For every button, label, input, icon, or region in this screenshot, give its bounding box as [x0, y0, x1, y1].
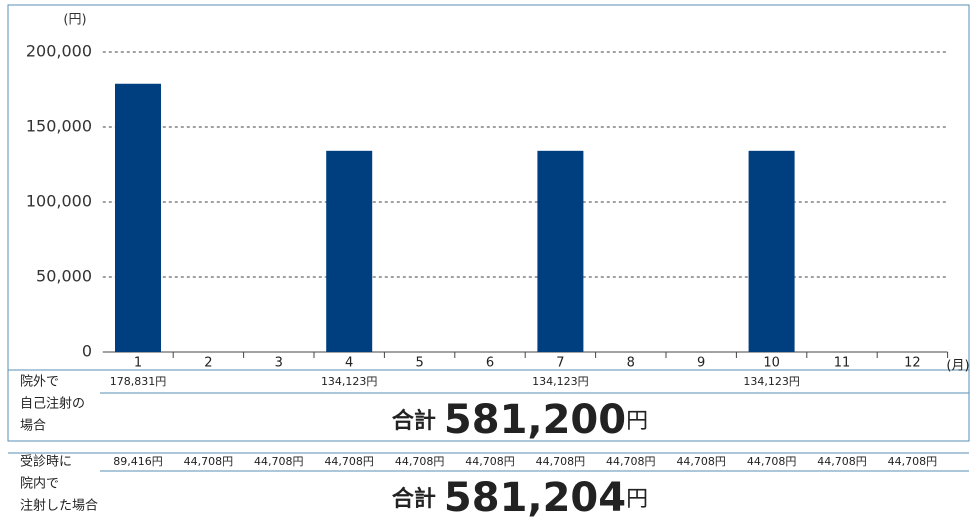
bar	[537, 150, 584, 352]
cell-value: 44,708円	[747, 455, 797, 468]
cell-value: 44,708円	[254, 455, 304, 468]
total-value: 581,204	[444, 475, 626, 517]
bar	[115, 83, 161, 352]
row-label: 院外で	[20, 375, 59, 390]
row-label: 院内で	[20, 476, 59, 492]
value-label: 134,123円	[743, 375, 800, 388]
cell-value: 44,708円	[395, 455, 445, 468]
chart-frame	[7, 4, 970, 442]
x-unit: (月)	[946, 359, 969, 374]
x-tick-label: 7	[556, 356, 564, 371]
y-unit: (円)	[63, 13, 86, 28]
total-label: 合計	[392, 486, 436, 512]
cell-value: 44,708円	[888, 455, 938, 468]
x-tick-label: 8	[627, 356, 635, 371]
cell-value: 44,708円	[324, 455, 374, 468]
total-value: 581,200	[444, 397, 626, 443]
cell-value: 44,708円	[676, 455, 726, 468]
x-tick-label: 4	[345, 356, 353, 371]
row-label: 注射した場合	[20, 498, 98, 514]
value-label: 134,123円	[532, 375, 589, 388]
bar	[748, 150, 795, 352]
x-tick-label: 9	[697, 356, 705, 371]
y-tick-label: 100,000	[26, 192, 92, 211]
x-tick-label: 1	[134, 356, 142, 371]
total: 合計 581,204円	[392, 475, 648, 517]
cell-value: 89,416円	[113, 455, 163, 468]
value-label: 134,123円	[321, 375, 378, 388]
row-label: 自己注射の	[20, 396, 85, 412]
y-tick-label: 150,000	[26, 117, 92, 136]
x-tick-label: 2	[204, 356, 212, 371]
x-tick-label: 11	[834, 356, 851, 371]
y-tick-label: 200,000	[26, 42, 92, 61]
cell-value: 44,708円	[465, 455, 515, 468]
total-label: 合計	[392, 408, 436, 434]
x-tick-label: 10	[763, 356, 780, 371]
cell-value: 44,708円	[606, 455, 656, 468]
y-tick-label: 50,000	[36, 267, 92, 286]
row-label: 受診時に	[20, 454, 72, 470]
cell-value: 44,708円	[184, 455, 234, 468]
total: 合計 581,200円	[392, 397, 648, 443]
total-unit: 円	[626, 409, 648, 434]
cell-value: 44,708円	[536, 455, 586, 468]
x-tick-label: 5	[415, 356, 423, 371]
x-tick-label: 12	[904, 356, 921, 371]
cell-value: 44,708円	[817, 455, 867, 468]
bar	[326, 150, 373, 352]
total-unit: 円	[626, 487, 648, 512]
y-tick-label: 0	[82, 342, 92, 361]
x-tick-label: 6	[486, 356, 494, 371]
x-tick-label: 3	[275, 356, 283, 371]
value-label: 178,831円	[110, 375, 167, 388]
row-label: 場合	[20, 419, 46, 434]
